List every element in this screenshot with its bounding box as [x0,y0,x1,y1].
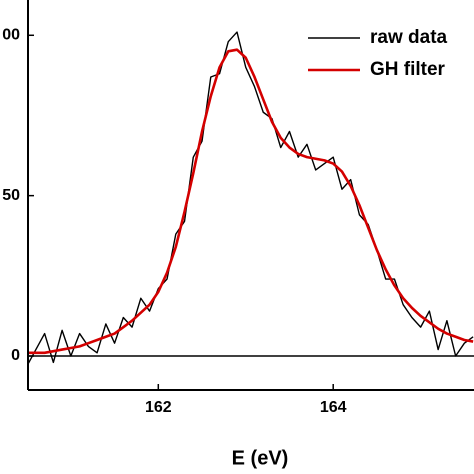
series-line [28,31,474,366]
x-tick-label: 162 [145,399,172,416]
legend-label: raw data [370,27,448,48]
x-axis-label: E (eV) [232,447,289,469]
x-tick-label: 164 [320,399,347,416]
y-tick-label: 0 [11,347,20,364]
series-line [28,48,474,355]
plot-area [28,31,474,366]
y-tick-label: 00 [2,26,20,43]
legend-label: GH filter [370,59,446,80]
y-tick-label: 50 [2,187,20,204]
